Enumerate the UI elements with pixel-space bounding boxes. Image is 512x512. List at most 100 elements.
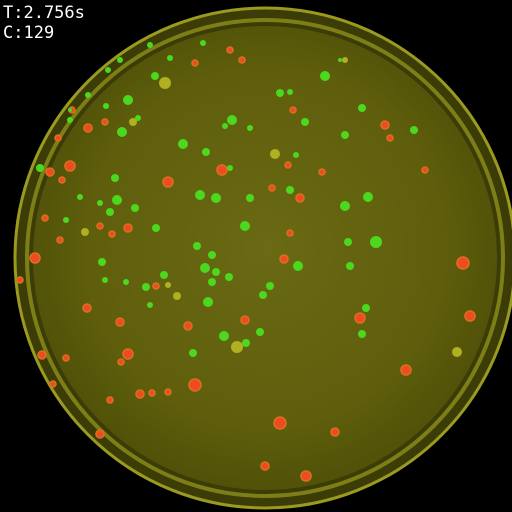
colony-orange [191, 59, 199, 67]
colony-green [363, 192, 373, 202]
colony-green [200, 40, 206, 46]
colony-green [287, 89, 293, 95]
colony-green [151, 72, 159, 80]
colony-yellow [452, 347, 462, 357]
colony-orange [106, 396, 114, 404]
colony-green [227, 165, 233, 171]
colony-orange [464, 310, 476, 322]
colony-orange [330, 427, 340, 437]
colony-green [344, 238, 352, 246]
colony-orange [64, 160, 76, 172]
colony-orange [380, 120, 390, 130]
colony-green [211, 193, 221, 203]
colony-green [247, 125, 253, 131]
colony-green [362, 304, 370, 312]
colonies-layer [16, 40, 476, 482]
colony-orange [45, 167, 55, 177]
colony-orange [95, 429, 105, 439]
colony-green [36, 164, 44, 172]
colony-green [246, 194, 254, 202]
colony-green [98, 258, 106, 266]
colony-green [131, 204, 139, 212]
colony-orange [289, 106, 297, 114]
colony-green [358, 330, 366, 338]
colony-orange [279, 254, 289, 264]
colony-green [85, 92, 91, 98]
colony-green [160, 271, 168, 279]
colony-orange [117, 358, 125, 366]
colony-orange [83, 123, 93, 133]
colony-orange [183, 321, 193, 331]
colony-yellow [165, 282, 171, 288]
colony-orange [286, 229, 294, 237]
colony-orange [188, 378, 202, 392]
colony-orange [216, 164, 228, 176]
colony-orange [37, 350, 47, 360]
colony-green [338, 58, 342, 62]
colony-orange [162, 176, 174, 188]
colony-green [178, 139, 188, 149]
colony-orange [58, 176, 66, 184]
colony-orange [318, 168, 326, 176]
colony-orange [238, 56, 246, 64]
colony-orange [240, 315, 250, 325]
colony-orange [148, 389, 156, 397]
colony-green [256, 328, 264, 336]
colony-green [341, 131, 349, 139]
colony-green [142, 283, 150, 291]
colony-green [193, 242, 201, 250]
colony-green [97, 200, 103, 206]
colony-green [202, 148, 210, 156]
colony-orange [56, 236, 64, 244]
colony-green [152, 224, 160, 232]
colony-green [112, 195, 122, 205]
colony-green [117, 57, 123, 63]
colony-green [293, 152, 299, 158]
colony-green [67, 117, 73, 123]
colony-green [340, 201, 350, 211]
colony-green [200, 263, 210, 273]
colony-orange [16, 276, 24, 284]
colony-yellow [270, 149, 280, 159]
colony-green [103, 103, 109, 109]
colony-green [123, 95, 133, 105]
colony-orange [300, 470, 312, 482]
colony-orange [41, 214, 49, 222]
colony-orange [152, 282, 160, 290]
colony-orange [54, 134, 62, 142]
colony-orange [49, 380, 57, 388]
colony-orange [108, 230, 116, 238]
colony-orange [273, 416, 287, 430]
colony-green [63, 217, 69, 223]
colony-orange [82, 303, 92, 313]
colony-orange [226, 46, 234, 54]
colony-orange [29, 252, 41, 264]
colony-green [167, 55, 173, 61]
colony-orange [115, 317, 125, 327]
colony-yellow [159, 77, 171, 89]
colony-green [77, 194, 83, 200]
colony-orange [284, 161, 292, 169]
colony-green [105, 67, 111, 73]
colony-orange [123, 223, 133, 233]
colony-orange [268, 184, 276, 192]
colony-green [227, 115, 237, 125]
colony-green [276, 89, 284, 97]
colony-green [222, 123, 228, 129]
colony-green [68, 108, 72, 112]
colony-green [147, 42, 153, 48]
colony-green [102, 277, 108, 283]
colony-green [212, 268, 220, 276]
colony-orange [421, 166, 429, 174]
colony-green [195, 190, 205, 200]
colony-orange [260, 461, 270, 471]
colony-orange [400, 364, 412, 376]
colony-green [106, 208, 114, 216]
colony-green [123, 279, 129, 285]
colony-green [111, 174, 119, 182]
colony-green [117, 127, 127, 137]
colony-green [208, 251, 216, 259]
colony-yellow [81, 228, 89, 236]
colony-orange [456, 256, 470, 270]
